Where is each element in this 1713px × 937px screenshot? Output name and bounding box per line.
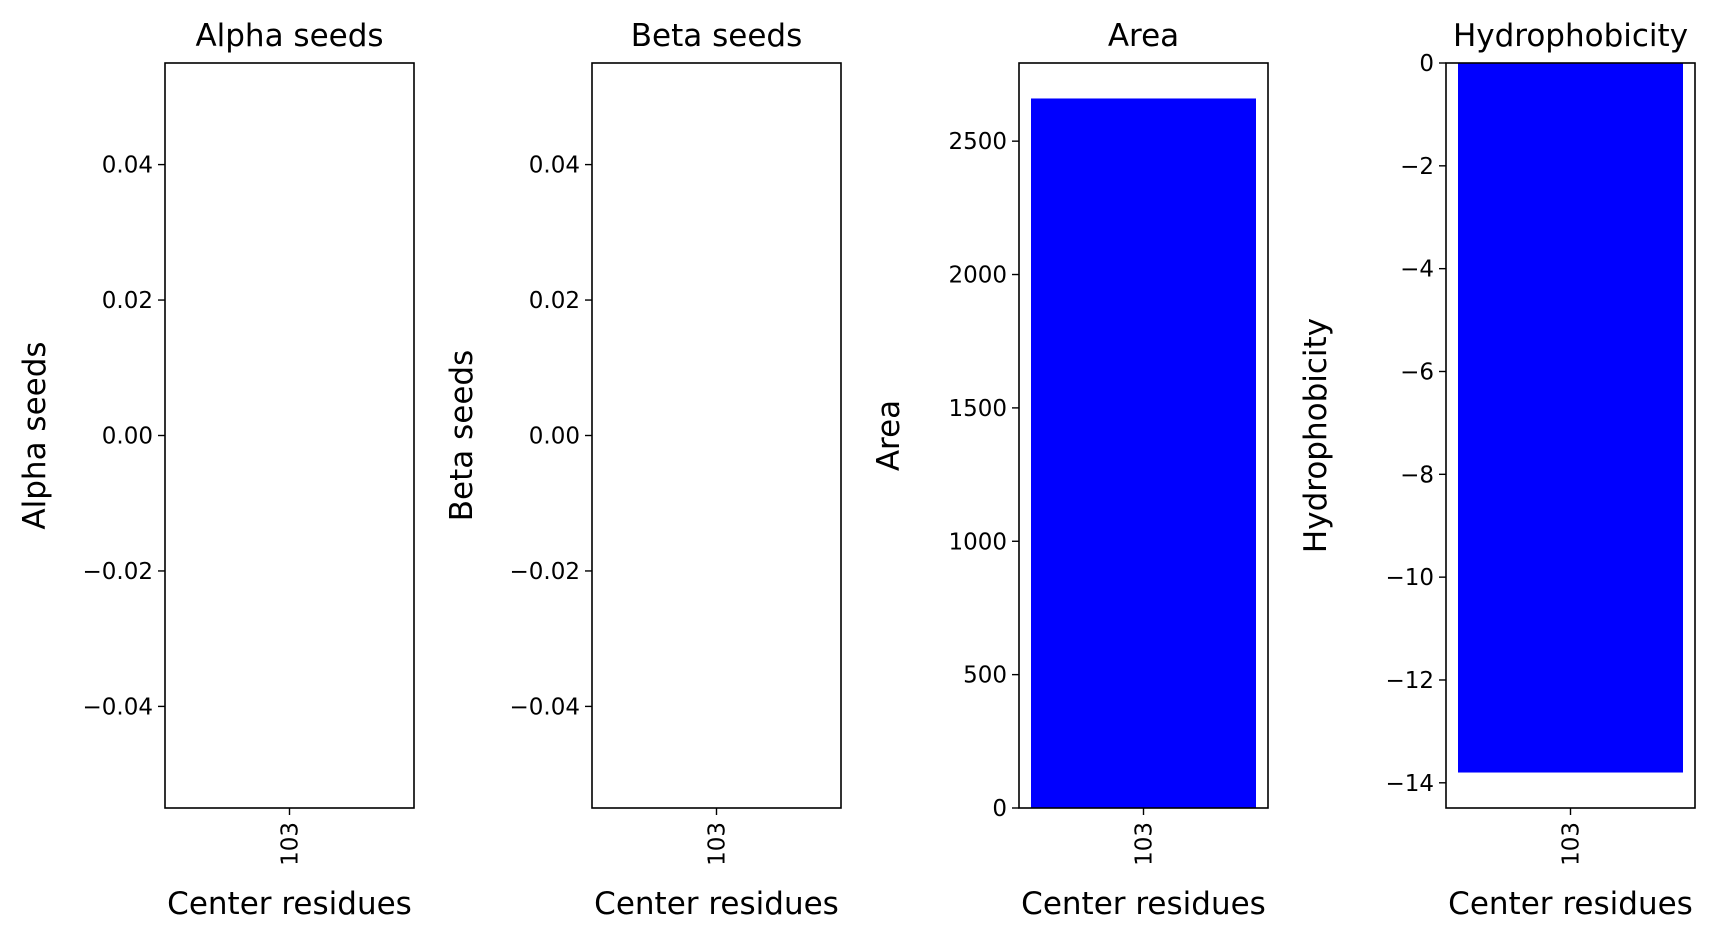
y-tick-label: 0.04 (102, 153, 153, 179)
bar-103 (1458, 63, 1683, 773)
y-axis-label: Area (871, 400, 907, 471)
y-axis-label: Hydrophobicity (1298, 318, 1334, 553)
subplot-2: 0.04 0.02 0.00 −0.02 −0.04 103 Beta seeds Cente… (444, 18, 842, 922)
y-tick-label: −10 (1385, 565, 1434, 591)
y-axis-label: Alpha seeds (17, 341, 53, 529)
y-tick-label: −4 (1400, 257, 1434, 283)
subplot-1: 0.04 0.02 0.00 −0.02 −0.04 103 Alpha seeds Cent… (17, 18, 415, 922)
y-axis-label: Beta seeds (444, 350, 480, 521)
y-tick-label: −14 (1385, 771, 1434, 797)
y-tick-label: 0.00 (529, 424, 580, 450)
y-tick-label: 0 (1419, 51, 1434, 77)
y-tick-label: 500 (963, 663, 1007, 689)
y-tick-label: −2 (1400, 154, 1434, 180)
y-tick-label: −0.04 (510, 694, 580, 720)
y-tick-label: 1500 (948, 396, 1007, 422)
subplot-4: 0 −2 −4 −6 −8 −10 −12 −14 103 Hydrophobicity Cente… (1298, 18, 1696, 922)
x-tick-label: 103 (278, 822, 304, 866)
plot-frame (591, 62, 842, 809)
x-tick-label: 103 (705, 822, 731, 866)
x-axis-label: Center residues (1021, 886, 1266, 922)
subplot-title: Alpha seeds (195, 18, 383, 54)
x-tick-label: 103 (1559, 822, 1585, 866)
x-axis-label: Center residues (167, 886, 412, 922)
y-tick-label: 0.02 (529, 288, 580, 314)
x-axis-label: Center residues (1448, 886, 1693, 922)
y-tick-label: 0.02 (102, 288, 153, 314)
y-tick-label: 0.04 (529, 153, 580, 179)
y-tick-label: −0.02 (83, 559, 153, 585)
subplot-title: Area (1108, 18, 1179, 54)
y-tick-label: 2500 (948, 129, 1007, 155)
subplot-title: Beta seeds (631, 18, 802, 54)
x-axis-label: Center residues (594, 886, 839, 922)
y-tick-label: −0.02 (510, 559, 580, 585)
y-tick-label: −8 (1400, 462, 1434, 488)
y-tick-label: 0.00 (102, 424, 153, 450)
y-tick-label: 2000 (948, 263, 1007, 289)
y-tick-label: 1000 (948, 529, 1007, 555)
y-tick-label: −6 (1400, 359, 1434, 385)
plot-frame (164, 62, 415, 809)
bar-103 (1031, 98, 1256, 808)
subplot-title: Hydrophobicity (1453, 18, 1688, 54)
x-tick-label: 103 (1132, 822, 1158, 866)
subplot-3: 0 500 1000 1500 2000 2500 103 Area Center residu… (871, 18, 1269, 922)
y-tick-label: −12 (1385, 668, 1434, 694)
y-tick-label: 0 (992, 796, 1007, 822)
y-tick-label: −0.04 (83, 694, 153, 720)
